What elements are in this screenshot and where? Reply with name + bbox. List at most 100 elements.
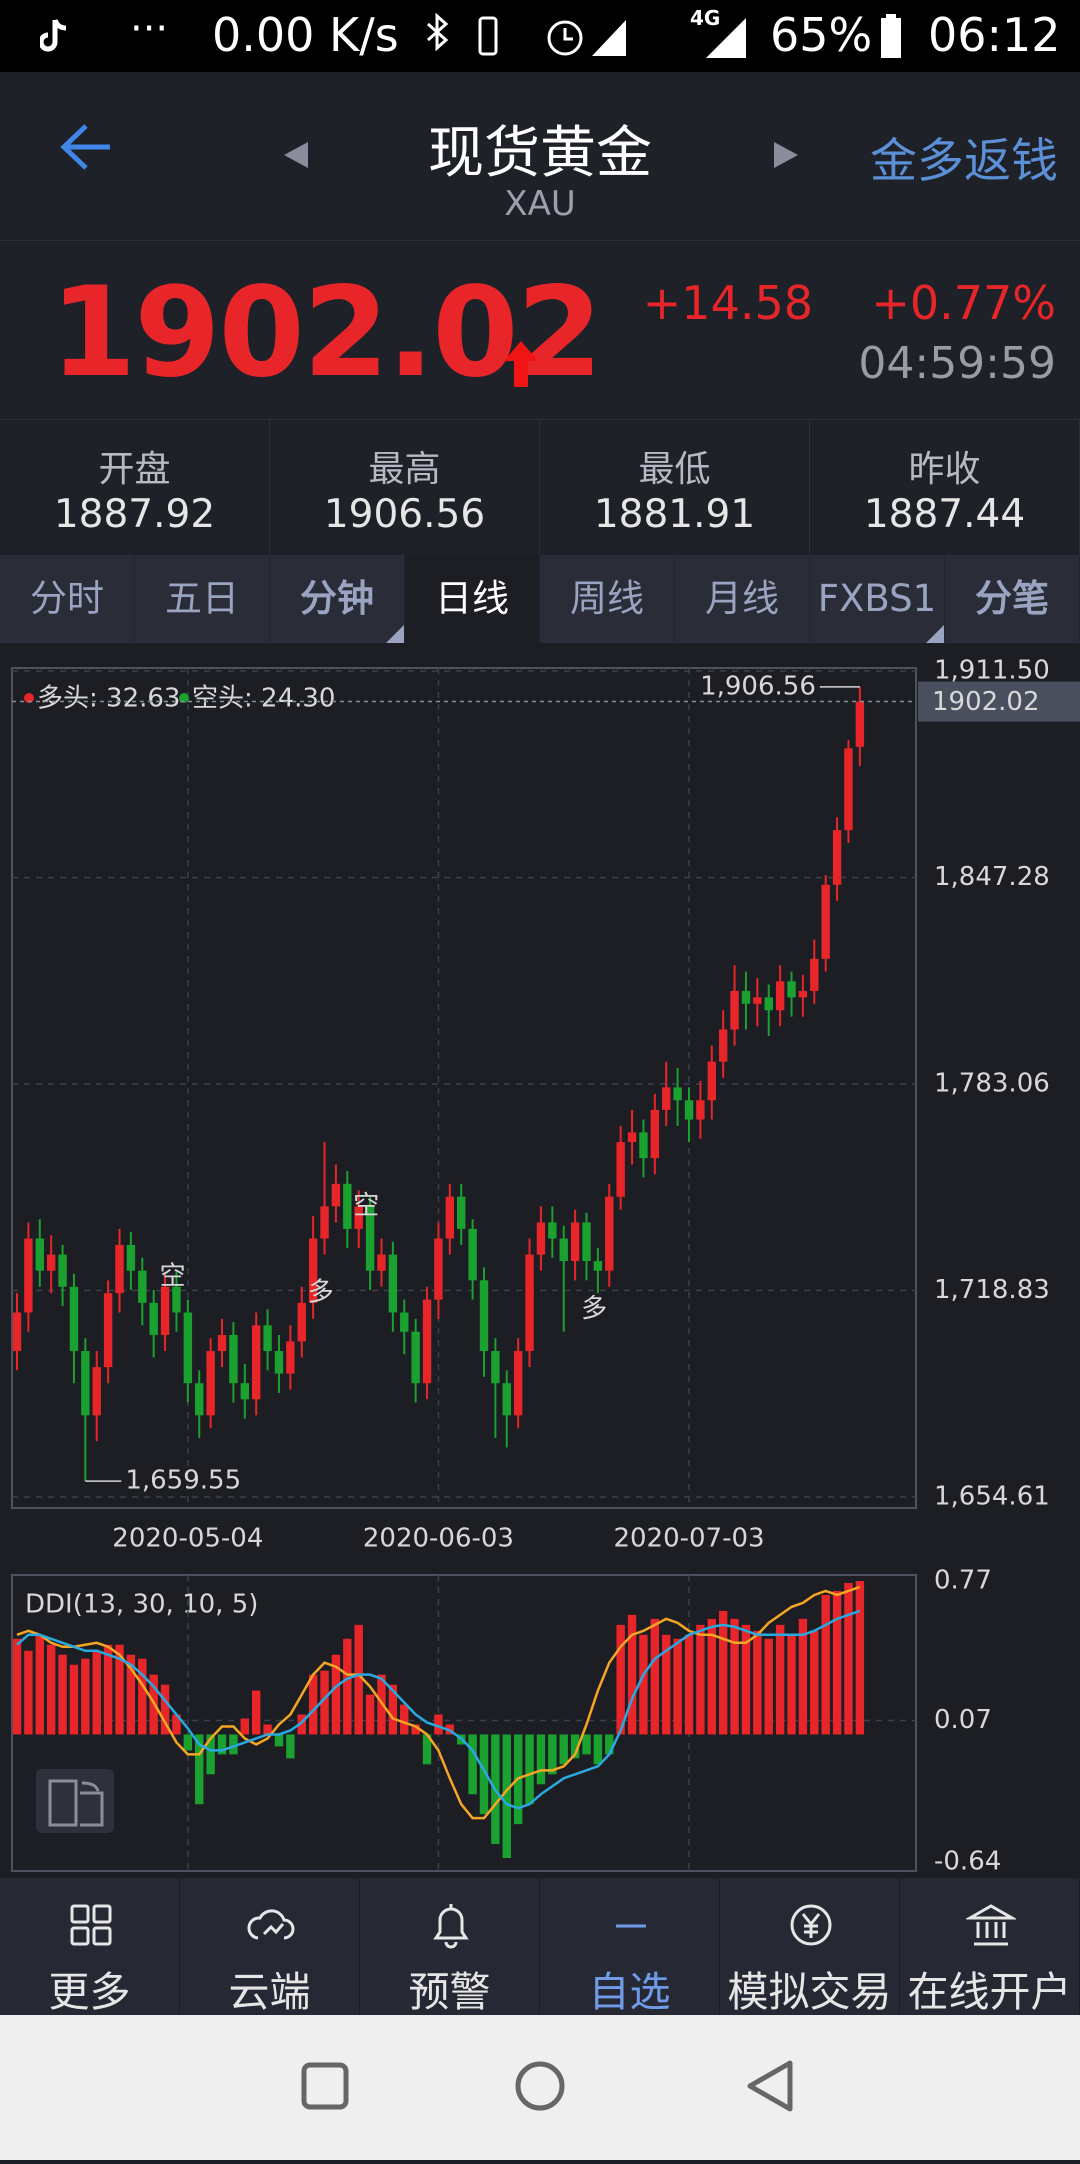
change-percent: +0.77% (871, 276, 1056, 330)
net-speed: 0.00 K/s (212, 8, 399, 62)
recent-button[interactable] (301, 2062, 349, 2110)
nav-item[interactable]: 在线开户 (900, 1878, 1080, 2016)
period-tab[interactable]: 分笔 (945, 555, 1080, 643)
candle-body (172, 1286, 181, 1313)
candle-body (138, 1270, 147, 1303)
chart-area: DDI(13, 30, 10, 5) 1,911.50 1,847.28 1,783… (11, 656, 1080, 1877)
candle-body (627, 1132, 637, 1143)
candle-body (491, 1351, 500, 1384)
candle-body (263, 1325, 272, 1352)
header: 现货黄金 XAU 金多返钱 (0, 72, 1080, 241)
app-icon (40, 19, 67, 52)
ddi-bar (434, 1714, 443, 1735)
ddi-bar (160, 1684, 170, 1735)
price-change: +14.58 (642, 276, 813, 330)
candle-body (457, 1196, 466, 1229)
nav-icon (966, 1904, 1016, 1946)
ddi-bar (46, 1644, 56, 1735)
candle-body (251, 1325, 261, 1400)
nav-label[interactable]: 云端 (228, 1968, 311, 2016)
nav-label[interactable]: 预警 (408, 1968, 491, 2016)
ddi-bar (832, 1590, 842, 1735)
period-tab[interactable]: FXBS1 (810, 555, 945, 643)
home-button[interactable] (515, 2061, 565, 2111)
nav-item[interactable]: 云端 (180, 1878, 360, 2016)
legend-dot (179, 693, 189, 703)
period-tab[interactable]: 分钟 (270, 555, 405, 643)
candle-body (320, 1206, 329, 1239)
ddi-bar (673, 1638, 682, 1735)
candle-body (525, 1254, 534, 1352)
signal-label: 空 (160, 1262, 186, 1292)
candle-body (582, 1222, 591, 1262)
nav-icon (433, 1904, 469, 1949)
ddi-bar (798, 1618, 808, 1735)
legend-dot (24, 693, 34, 703)
ddi-bar (35, 1634, 44, 1735)
ddi-bar (365, 1694, 375, 1735)
ddi-bar (844, 1582, 853, 1735)
candle-body (696, 1100, 705, 1120)
up-arrow (504, 341, 538, 387)
ddi-bar (616, 1624, 625, 1735)
promo-link[interactable]: 金多返钱 (870, 134, 1058, 189)
stat-value: 1887.92 (53, 492, 216, 537)
bottom-nav: 更多 云端 预警 自选 模拟交易 在线开户 (0, 1878, 1080, 2016)
high-label: 1,906.56 (700, 671, 816, 701)
ddi-bar (650, 1618, 660, 1735)
ddi-bar (479, 1734, 489, 1815)
candle-body (354, 1206, 363, 1229)
prev-button[interactable] (282, 140, 310, 170)
candle-body (388, 1254, 398, 1313)
period-tab[interactable]: 日线 (405, 555, 540, 643)
stat-cell: 开盘 1887.92 (0, 420, 270, 555)
candle-body (639, 1132, 648, 1159)
nav-label[interactable]: 更多 (48, 1968, 131, 2016)
next-button[interactable] (772, 140, 800, 170)
candle-body (365, 1206, 375, 1271)
candle-body (684, 1100, 694, 1120)
nav-item[interactable]: 自选 (540, 1878, 720, 2016)
candle-body (149, 1302, 158, 1335)
ddi-bar (639, 1634, 648, 1735)
rotate-icon (48, 1779, 104, 1827)
period-tab[interactable]: 月线 (675, 555, 810, 643)
period-tab[interactable]: 周线 (540, 555, 675, 643)
ddi-bar (195, 1734, 204, 1805)
ddi-bar (251, 1690, 261, 1735)
candle-body (764, 997, 773, 1011)
period-tab[interactable]: 分时 (0, 555, 135, 643)
signal-label: 多 (308, 1278, 334, 1308)
symbol-title: 现货黄金 (428, 121, 652, 186)
nav-label[interactable]: 自选 (588, 1968, 671, 2016)
ddi-bar (388, 1684, 398, 1735)
y-tick-label: 1,847.28 (934, 862, 1050, 892)
ddi-bar (229, 1734, 238, 1755)
ddi-bar (741, 1624, 751, 1735)
ddi-bar (787, 1634, 796, 1735)
nav-label[interactable]: 在线开户 (907, 1968, 1072, 2016)
candle-body (810, 958, 819, 991)
stat-label: 开盘 (98, 449, 171, 490)
back-button[interactable] (58, 122, 114, 172)
period-tabs: 分时 五日 分钟 日线 周线 月线 FXBS1 分笔 (0, 555, 1080, 643)
candle-body (92, 1367, 101, 1416)
low-label: 1,659.55 (125, 1466, 241, 1496)
candle-body (274, 1351, 284, 1374)
candle-body (206, 1351, 215, 1416)
nav-label[interactable]: 模拟交易 (727, 1968, 892, 2016)
nav-item[interactable]: 模拟交易 (720, 1878, 900, 2016)
y-tick-label: -0.64 (934, 1847, 1001, 1877)
back-system-button[interactable] (747, 2060, 793, 2112)
y-tick-label: 1,718.83 (934, 1275, 1050, 1305)
y-tick-label: 1,911.50 (934, 656, 1050, 686)
candle-body (400, 1312, 409, 1332)
ddi-bar (172, 1714, 181, 1735)
nav-item[interactable]: 更多 (0, 1878, 180, 2016)
period-tab[interactable]: 五日 (135, 555, 270, 643)
candle-body (605, 1196, 614, 1271)
candle-body (434, 1238, 443, 1300)
nav-item[interactable]: 预警 (360, 1878, 540, 2016)
candle-body (559, 1238, 568, 1262)
ddi-bar (753, 1630, 762, 1735)
